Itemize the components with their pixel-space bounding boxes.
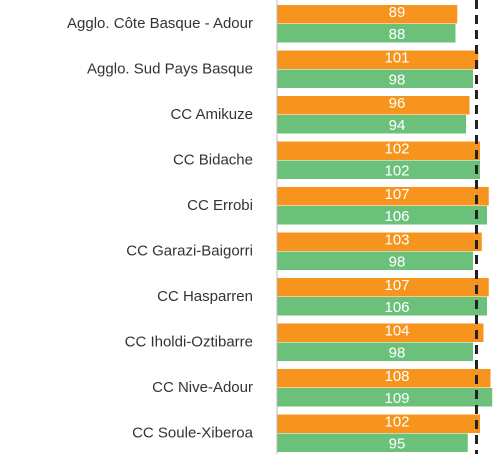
category-label: CC Bidache [173, 151, 253, 168]
value-label: 108 [384, 368, 409, 385]
value-label: 106 [384, 208, 409, 225]
bar [277, 115, 466, 134]
value-label: 95 [389, 435, 406, 452]
bar [277, 297, 487, 316]
category-label: CC Nive-Adour [152, 379, 253, 396]
bar [277, 160, 480, 179]
category-label: CC Amikuze [170, 106, 253, 123]
value-label: 88 [389, 26, 406, 43]
value-label: 98 [389, 71, 406, 88]
bar [277, 278, 489, 297]
category-label: CC Garazi-Baigorri [126, 242, 253, 259]
value-label: 109 [384, 390, 409, 407]
value-label: 96 [389, 95, 406, 112]
bar [277, 251, 473, 270]
value-label: 98 [389, 344, 406, 361]
bar [277, 342, 473, 361]
value-label: 98 [389, 253, 406, 270]
bar [277, 141, 480, 160]
category-label: CC Hasparren [157, 288, 253, 305]
bar [277, 369, 491, 388]
value-label: 101 [384, 49, 409, 66]
value-label: 106 [384, 299, 409, 316]
bar [277, 232, 482, 251]
value-label: 107 [384, 186, 409, 203]
value-label: 94 [389, 117, 406, 134]
value-label: 103 [384, 231, 409, 248]
bar [277, 388, 493, 407]
value-label: 107 [384, 277, 409, 294]
bar [277, 96, 470, 115]
value-label: 102 [384, 413, 409, 430]
bar [277, 24, 456, 43]
bar [277, 5, 458, 24]
category-label: Agglo. Sud Pays Basque [87, 60, 253, 77]
value-label: 89 [389, 4, 406, 21]
bar [277, 50, 479, 69]
bar [277, 69, 473, 88]
bar [277, 414, 480, 433]
bar [277, 323, 484, 342]
bar [277, 433, 468, 452]
category-label: CC Soule-Xiberoa [132, 424, 254, 441]
category-label: CC Errobi [187, 197, 253, 214]
value-label: 102 [384, 162, 409, 179]
category-label: CC Iholdi-Oztibarre [125, 333, 253, 350]
value-label: 102 [384, 140, 409, 157]
value-label: 104 [384, 322, 409, 339]
bar [277, 187, 489, 206]
bar [277, 206, 487, 225]
category-label: Agglo. Côte Basque - Adour [67, 15, 253, 32]
